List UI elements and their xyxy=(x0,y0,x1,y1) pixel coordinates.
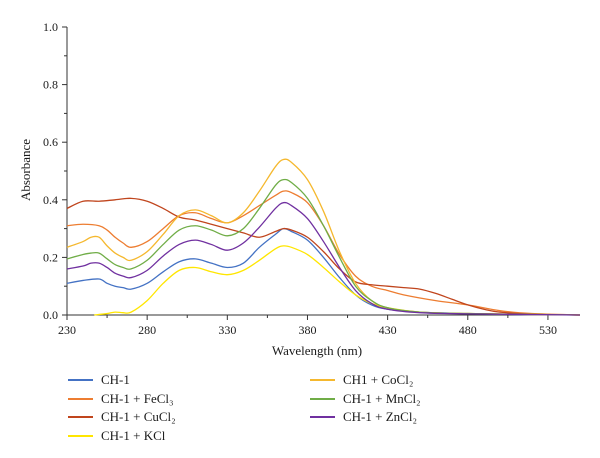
legend-swatch xyxy=(310,379,335,381)
legend-item: CH-1 + MnCl₂ xyxy=(310,389,421,409)
legend-swatch xyxy=(68,379,93,381)
y-tick-label: 0.8 xyxy=(43,78,58,92)
series-line-ch1-cocl xyxy=(66,158,581,316)
y-tick-label: 0.6 xyxy=(43,135,58,149)
series-line-ch-1-fecl xyxy=(66,190,581,316)
y-tick-label: 0.0 xyxy=(43,308,58,322)
x-tick-label: 530 xyxy=(539,323,557,337)
legend-label: CH-1 + ZnCl₂ xyxy=(343,409,417,424)
legend-item: CH1 + CoCl₂ xyxy=(310,370,413,390)
x-tick-label: 330 xyxy=(218,323,236,337)
legend-item: CH-1 + CuCl₂ xyxy=(68,407,176,427)
legend: CH-1 CH-1 + FeCl₃ CH-1 + CuCl₂ CH-1 + KCl CH… xyxy=(0,368,600,458)
y-tick-label: 1.0 xyxy=(43,20,58,34)
legend-item: CH-1 + FeCl₃ xyxy=(68,389,174,409)
legend-label: CH-1 + KCl xyxy=(101,427,166,443)
series-layer xyxy=(66,158,581,316)
legend-label: CH-1 + MnCl₂ xyxy=(343,390,421,406)
x-axis-label: Wavelength (nm) xyxy=(272,343,362,358)
legend-swatch xyxy=(68,397,93,400)
legend-label: CH-1 + CuCl₂ xyxy=(101,409,176,424)
series-line-ch-1-kcl xyxy=(94,245,581,316)
legend-swatch xyxy=(310,416,335,418)
x-tick-label: 380 xyxy=(298,323,316,337)
series-line-ch-1-cucl xyxy=(66,197,581,316)
y-tick-label: 0.2 xyxy=(43,250,58,264)
legend-item: CH-1 xyxy=(68,370,130,390)
legend-item: CH-1 + ZnCl₂ xyxy=(310,407,417,427)
x-tick-label: 230 xyxy=(58,323,76,337)
legend-swatch xyxy=(68,416,93,418)
legend-item: CH-1 + KCl xyxy=(68,426,165,446)
axes: 0.0 0.2 0.4 0.6 0.8 1.0 230 280 330 380 430 480 530 xyxy=(43,20,580,337)
x-tick-label: 280 xyxy=(138,323,156,337)
x-tick-label: 430 xyxy=(379,323,397,337)
y-tick-label: 0.4 xyxy=(43,193,58,207)
legend-label: CH-1 + FeCl₃ xyxy=(101,390,174,406)
legend-label: CH1 + CoCl₂ xyxy=(343,372,414,387)
legend-swatch xyxy=(310,397,335,400)
y-axis-label: Absorbance xyxy=(18,139,33,201)
series-line-ch-1-zncl xyxy=(66,201,581,316)
series-line-ch-1-mncl xyxy=(66,178,581,316)
x-tick-label: 480 xyxy=(459,323,477,337)
legend-swatch xyxy=(68,434,93,437)
legend-label: CH-1 xyxy=(101,372,130,387)
